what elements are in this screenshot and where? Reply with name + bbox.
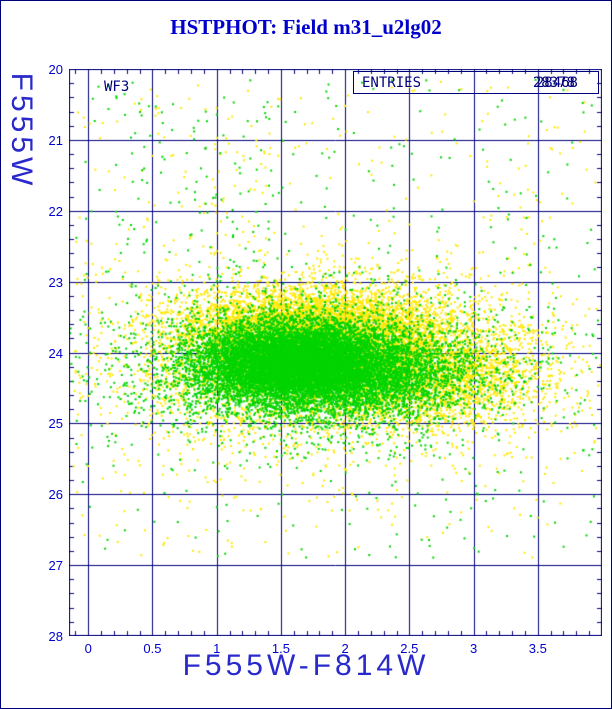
y-axis-title: F555W: [5, 72, 38, 190]
x-tick-label: 2.5: [400, 641, 419, 656]
x-tick-label: 3.5: [528, 641, 547, 656]
y-tick-label: 20: [48, 62, 63, 77]
y-tick-label: 23: [48, 274, 63, 290]
x-tick-label: 3: [469, 641, 478, 656]
entries-value-back: 28378: [532, 75, 575, 91]
x-axis-title: F555W-F814W: [182, 649, 430, 682]
y-tick-label: 21: [48, 132, 63, 148]
scatter-canvas: [69, 69, 602, 636]
y-tick-label: 25: [48, 416, 63, 432]
y-tick-label: 26: [48, 487, 63, 503]
panel-label: WF3: [104, 79, 130, 95]
x-tick-label: 2: [341, 641, 349, 656]
x-tick-label: 1.5: [271, 641, 290, 656]
entries-box: ENTRIES 28378 28468: [353, 71, 599, 94]
x-tick-label: 1: [213, 641, 221, 656]
y-tick-label: 22: [48, 203, 63, 219]
y-tick-label: 28: [48, 629, 63, 644]
entries-value-front: 28468: [535, 75, 578, 91]
x-tick-label: 0.5: [143, 641, 162, 656]
y-tick-label: 27: [48, 558, 63, 574]
page-title: HSTPHOT: Field m31_u2lg02: [170, 15, 442, 39]
y-tick-label: 24: [48, 345, 63, 361]
entries-label: ENTRIES: [362, 75, 422, 91]
x-tick-label: 0: [84, 641, 92, 656]
